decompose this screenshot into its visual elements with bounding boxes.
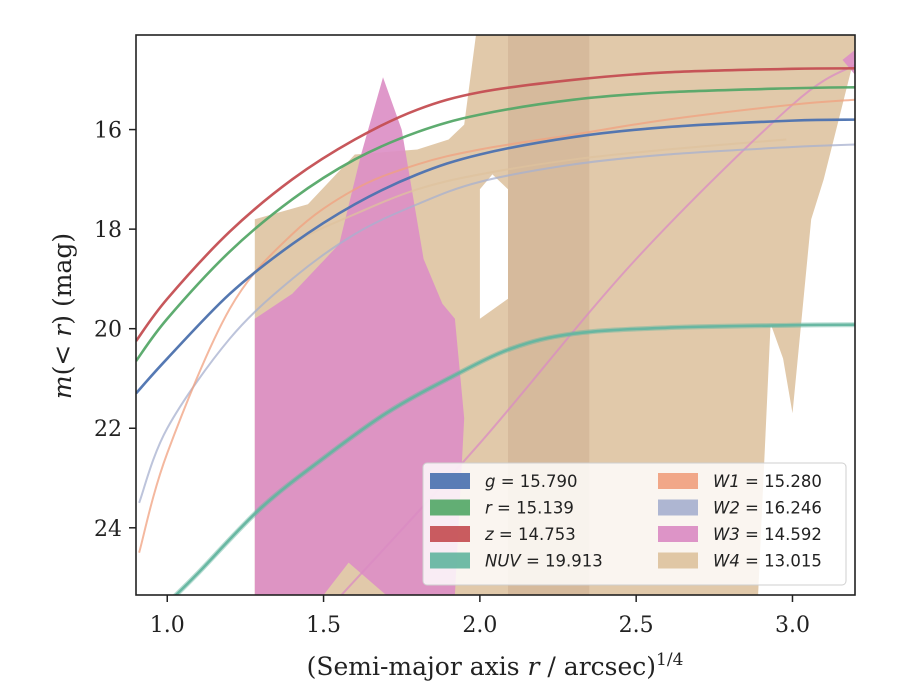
x-tick-label: 2.0 — [462, 613, 497, 638]
legend-label-w3: W3 = 14.592 — [713, 525, 822, 544]
y-tick-label: 22 — [94, 417, 122, 442]
legend-swatch-w3 — [658, 526, 698, 542]
legend-swatch-nuv — [430, 552, 470, 569]
series-w1-line — [138, 98, 855, 553]
legend-label-r: r = 15.139 — [485, 499, 574, 518]
legend-swatch-z — [430, 526, 470, 542]
y-tick-label: 20 — [94, 318, 122, 343]
x-tick-label: 1.5 — [306, 613, 341, 638]
series-nuv-line — [174, 323, 855, 595]
legend-label-w1: W1 = 15.280 — [713, 472, 822, 491]
x-tick-label: 2.5 — [619, 613, 654, 638]
legend-swatch-g — [430, 473, 470, 489]
y-axis-label: m(< r) (mag) — [48, 233, 77, 399]
x-axis: 1.0 1.5 2.0 2.5 3.0 — [150, 595, 810, 638]
x-tick-label: 3.0 — [775, 613, 810, 638]
legend: g = 15.790 r = 15.139 z = 14.753 NUV = 19.9… — [422, 462, 847, 586]
y-tick-label: 16 — [94, 119, 122, 144]
series-w2-line — [138, 143, 855, 504]
x-tick-label: 1.0 — [150, 613, 185, 638]
band-w4-gap — [479, 174, 508, 319]
series-r-line — [136, 85, 855, 362]
legend-box — [422, 462, 847, 586]
legend-label-g: g = 15.790 — [485, 472, 578, 491]
legend-label-w2: W2 = 16.246 — [713, 499, 822, 518]
legend-swatch-w1 — [658, 473, 698, 489]
legend-swatch-w2 — [658, 499, 698, 516]
x-axis-label: (Semi-major axis r / arcsec)1/4 — [307, 650, 684, 681]
legend-label-z: z = 14.753 — [484, 525, 576, 544]
series-z-line — [136, 67, 855, 342]
y-tick-label: 24 — [94, 517, 122, 542]
legend-swatch-w4 — [658, 552, 698, 569]
plot-frame — [135, 34, 856, 596]
y-tick-label: 18 — [94, 218, 122, 243]
legend-label-nuv: NUV = 19.913 — [485, 552, 603, 571]
y-axis: 16 18 20 22 24 — [94, 119, 136, 542]
legend-label-w4: W4 = 13.015 — [713, 552, 822, 571]
series-g-line — [136, 118, 855, 395]
curves-layer — [136, 64, 855, 595]
legend-swatch-r — [430, 499, 470, 516]
